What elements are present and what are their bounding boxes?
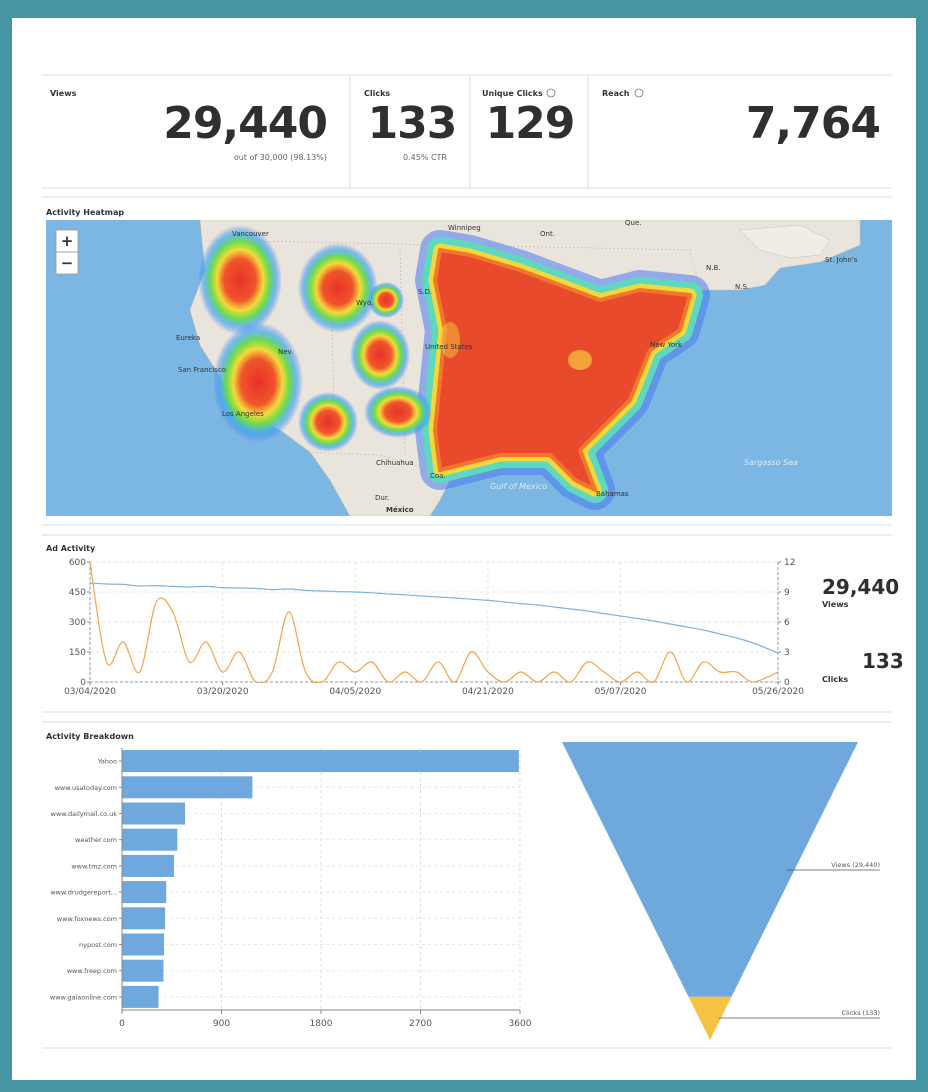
category-label: www.freep.com xyxy=(67,967,117,975)
map-label: Sargasso Sea xyxy=(744,458,798,467)
total-value: 29,440 xyxy=(822,575,899,599)
total-value: 133 xyxy=(862,649,904,673)
map-label: S.D. xyxy=(418,288,432,296)
info-icon[interactable] xyxy=(634,88,644,98)
map-label: Coa. xyxy=(430,472,446,480)
stat-label: Views xyxy=(50,89,77,98)
stat-value: 29,440 xyxy=(163,98,327,149)
bar xyxy=(122,959,164,982)
bar xyxy=(122,750,519,773)
map-label: St. John's xyxy=(825,256,858,264)
map-label: San Francisco xyxy=(178,366,226,374)
y2-tick-label: 9 xyxy=(784,588,790,598)
bar xyxy=(122,881,167,904)
y2-tick-label: 3 xyxy=(784,648,790,658)
y-tick-label: 300 xyxy=(69,618,86,628)
bar xyxy=(122,828,178,851)
heat xyxy=(198,225,710,510)
section-title: Ad Activity xyxy=(46,544,96,553)
map-label: Bahamas xyxy=(596,490,629,498)
map-label: Vancouver xyxy=(232,230,269,238)
zoom-out-label[interactable]: − xyxy=(61,254,74,272)
bar xyxy=(122,776,253,799)
bar xyxy=(122,802,186,825)
map-label: Ont. xyxy=(540,230,555,238)
x-tick-label: 03/04/2020 xyxy=(64,687,116,697)
section-title: Activity Breakdown xyxy=(46,732,134,741)
land xyxy=(739,224,831,259)
funnel-label: Views (29,440) xyxy=(831,861,880,869)
x-tick-label: 05/07/2020 xyxy=(595,687,647,697)
x-tick-label: 04/21/2020 xyxy=(462,687,514,697)
y-tick-label: 600 xyxy=(69,558,86,568)
x-tick-label: 03/20/2020 xyxy=(197,687,249,697)
category-label: www.foxnews.com xyxy=(57,915,117,923)
y-tick-label: 150 xyxy=(69,648,86,658)
y2-tick-label: 12 xyxy=(784,558,795,568)
map-label: México xyxy=(386,506,414,514)
category-label: www.usatoday.com xyxy=(55,784,117,792)
category-label: weather.com xyxy=(75,836,117,844)
bar xyxy=(122,854,174,877)
series-line xyxy=(90,561,778,683)
stat-value: 133 xyxy=(368,98,457,149)
bar xyxy=(122,907,166,930)
map-label: Winnipeg xyxy=(448,224,481,232)
series-line xyxy=(90,582,778,654)
bar xyxy=(122,933,165,956)
category-label: www.dailymail.co.uk xyxy=(51,810,118,818)
x-tick-label: 900 xyxy=(213,1019,230,1029)
total-label: Views xyxy=(822,600,849,609)
map-label: United States xyxy=(425,343,473,351)
stat-note: 0.45% CTR xyxy=(403,153,447,162)
plot xyxy=(90,561,778,683)
x-tick-label: 04/05/2020 xyxy=(329,687,381,697)
map-label: Nev. xyxy=(278,348,293,356)
map-label: Que. xyxy=(625,219,641,227)
stat-value: 129 xyxy=(486,98,575,149)
x-tick-label: 0 xyxy=(119,1019,125,1029)
y-tick-label: 0 xyxy=(80,678,86,688)
total-label: Clicks xyxy=(822,675,848,684)
funnel-label: Clicks (133) xyxy=(842,1009,880,1017)
stat-label: Reach xyxy=(602,89,630,98)
map-label: Los Angeles xyxy=(222,410,264,418)
section-title: Activity Heatmap xyxy=(46,208,124,217)
zoom-in-label[interactable]: + xyxy=(61,232,74,250)
x-tick-label: 1800 xyxy=(310,1019,333,1029)
x-tick-label: 3600 xyxy=(509,1019,532,1029)
stat-label: Clicks xyxy=(364,89,390,98)
stat-note: out of 30,000 (98.13%) xyxy=(234,153,327,162)
map-label: Eureka xyxy=(176,334,200,342)
map-label: Chihuahua xyxy=(376,459,414,467)
map-label: Gulf of Mexico xyxy=(490,482,547,491)
zoom-out[interactable] xyxy=(55,251,79,275)
stat-value: 7,764 xyxy=(746,98,880,149)
category-label: Yahoo xyxy=(97,758,117,766)
separators xyxy=(42,74,892,1049)
category-label: www.gaiaonline.com xyxy=(50,993,117,1001)
stat-label: Unique Clicks xyxy=(482,89,543,98)
map-label: N.B. xyxy=(706,264,721,272)
y-tick-label: 450 xyxy=(69,588,86,598)
info-icon[interactable] xyxy=(546,88,556,98)
map-label: N.S. xyxy=(735,283,749,291)
y2-tick-label: 6 xyxy=(784,618,790,628)
map-label: Wyo. xyxy=(356,299,373,307)
map-label: Dur. xyxy=(375,494,389,502)
category-label: nypost.com xyxy=(79,941,117,949)
map-labels: Vancouver Winnipeg Ont. Que. N.B. N.S. St. Joh… xyxy=(176,219,858,514)
bar xyxy=(122,985,159,1008)
category-label: www.tmz.com xyxy=(71,862,117,870)
y2-tick-label: 0 xyxy=(784,678,790,688)
funnel-segment xyxy=(562,742,858,997)
x-tick-label: 05/26/2020 xyxy=(752,687,804,697)
x-tick-label: 2700 xyxy=(409,1019,432,1029)
funnel-segment xyxy=(688,996,732,1040)
map-label: New York xyxy=(650,341,683,349)
category-label: www.drudgereport... xyxy=(50,889,117,897)
map: Vancouver Winnipeg Ont. Que. N.B. N.S. St. Joh… xyxy=(46,219,892,516)
